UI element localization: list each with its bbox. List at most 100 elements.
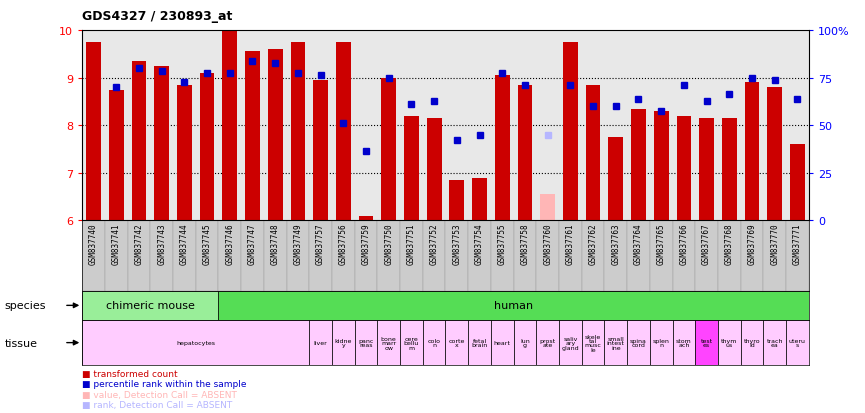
Text: stom
ach: stom ach (676, 338, 692, 347)
Text: bone
marr
ow: bone marr ow (381, 336, 396, 350)
Bar (313, 81, 328, 221)
Bar (740, 221, 764, 291)
Bar (541, 195, 555, 221)
Text: test
es: test es (701, 338, 713, 347)
Text: GSM837755: GSM837755 (497, 223, 507, 265)
Bar (310, 320, 332, 366)
Text: fetal
brain: fetal brain (471, 338, 488, 347)
Text: tissue: tissue (4, 338, 37, 348)
Bar (495, 76, 509, 221)
Bar (650, 221, 673, 291)
Bar (514, 320, 536, 366)
Bar (400, 320, 423, 366)
Bar (219, 221, 241, 291)
Bar (536, 221, 559, 291)
Bar (740, 320, 764, 366)
Text: GSM837760: GSM837760 (543, 223, 552, 265)
Text: splen
n: splen n (653, 338, 670, 347)
Text: GSM837747: GSM837747 (248, 223, 257, 265)
Bar (336, 43, 350, 221)
Text: GSM837768: GSM837768 (725, 223, 734, 265)
Bar (173, 221, 195, 291)
Text: ■ percentile rank within the sample: ■ percentile rank within the sample (82, 379, 247, 388)
Bar (222, 31, 237, 221)
Bar (377, 221, 400, 291)
Bar (745, 83, 759, 221)
Bar (359, 216, 374, 221)
Text: chimeric mouse: chimeric mouse (106, 301, 195, 311)
Bar (608, 138, 623, 221)
Text: GSM837741: GSM837741 (112, 223, 121, 265)
Bar (128, 221, 151, 291)
Bar (177, 85, 192, 221)
Text: uteru
s: uteru s (789, 338, 806, 347)
Bar (131, 62, 146, 221)
Text: GSM837746: GSM837746 (225, 223, 234, 265)
Text: corte
x: corte x (449, 338, 465, 347)
Text: GSM837754: GSM837754 (475, 223, 484, 265)
Bar (286, 221, 310, 291)
Bar (786, 221, 809, 291)
Text: skele
tal
musc
le: skele tal musc le (585, 334, 601, 352)
Bar (718, 221, 740, 291)
Text: species: species (4, 301, 46, 311)
Bar (786, 320, 809, 366)
Text: GSM837758: GSM837758 (521, 223, 529, 265)
Bar (151, 221, 173, 291)
Bar (695, 221, 718, 291)
Text: GSM837740: GSM837740 (89, 223, 98, 265)
Text: spina
cord: spina cord (630, 338, 647, 347)
Bar (332, 320, 355, 366)
Text: GSM837762: GSM837762 (588, 223, 598, 265)
Bar (627, 221, 650, 291)
Bar (722, 119, 737, 221)
Bar (219, 291, 809, 320)
Bar (245, 52, 260, 221)
Bar (517, 85, 532, 221)
Bar (450, 180, 465, 221)
Text: GSM837748: GSM837748 (271, 223, 279, 265)
Bar (445, 320, 468, 366)
Bar (195, 221, 219, 291)
Bar (627, 320, 650, 366)
Text: GSM837742: GSM837742 (134, 223, 144, 265)
Text: liver: liver (314, 340, 328, 345)
Bar (605, 320, 627, 366)
Bar (381, 78, 396, 221)
Text: GSM837771: GSM837771 (793, 223, 802, 265)
Bar (559, 320, 582, 366)
Text: saliv
ary
gland: saliv ary gland (561, 336, 580, 350)
Text: GSM837765: GSM837765 (657, 223, 666, 265)
Text: trach
ea: trach ea (766, 338, 783, 347)
Bar (241, 221, 264, 291)
Bar (82, 320, 310, 366)
Bar (268, 50, 283, 221)
Bar (673, 221, 695, 291)
Text: small
intest
ine: small intest ine (607, 336, 625, 350)
Text: human: human (494, 301, 533, 311)
Bar (468, 221, 491, 291)
Text: heart: heart (494, 340, 510, 345)
Text: prost
ate: prost ate (540, 338, 555, 347)
Text: ■ value, Detection Call = ABSENT: ■ value, Detection Call = ABSENT (82, 389, 237, 399)
Text: GSM837749: GSM837749 (293, 223, 303, 265)
Text: GSM837770: GSM837770 (770, 223, 779, 265)
Bar (355, 221, 377, 291)
Bar (563, 43, 578, 221)
Text: GDS4327 / 230893_at: GDS4327 / 230893_at (82, 10, 233, 23)
Bar (676, 116, 691, 221)
Bar (355, 320, 377, 366)
Text: GSM837761: GSM837761 (566, 223, 575, 265)
Bar (491, 221, 514, 291)
Text: GSM837764: GSM837764 (634, 223, 643, 265)
Bar (764, 320, 786, 366)
Bar (654, 112, 669, 221)
Bar (699, 119, 714, 221)
Bar (332, 221, 355, 291)
Bar (423, 221, 445, 291)
Text: GSM837769: GSM837769 (747, 223, 757, 265)
Bar (559, 221, 582, 291)
Bar (650, 320, 673, 366)
Bar (767, 88, 782, 221)
Text: GSM837753: GSM837753 (452, 223, 461, 265)
